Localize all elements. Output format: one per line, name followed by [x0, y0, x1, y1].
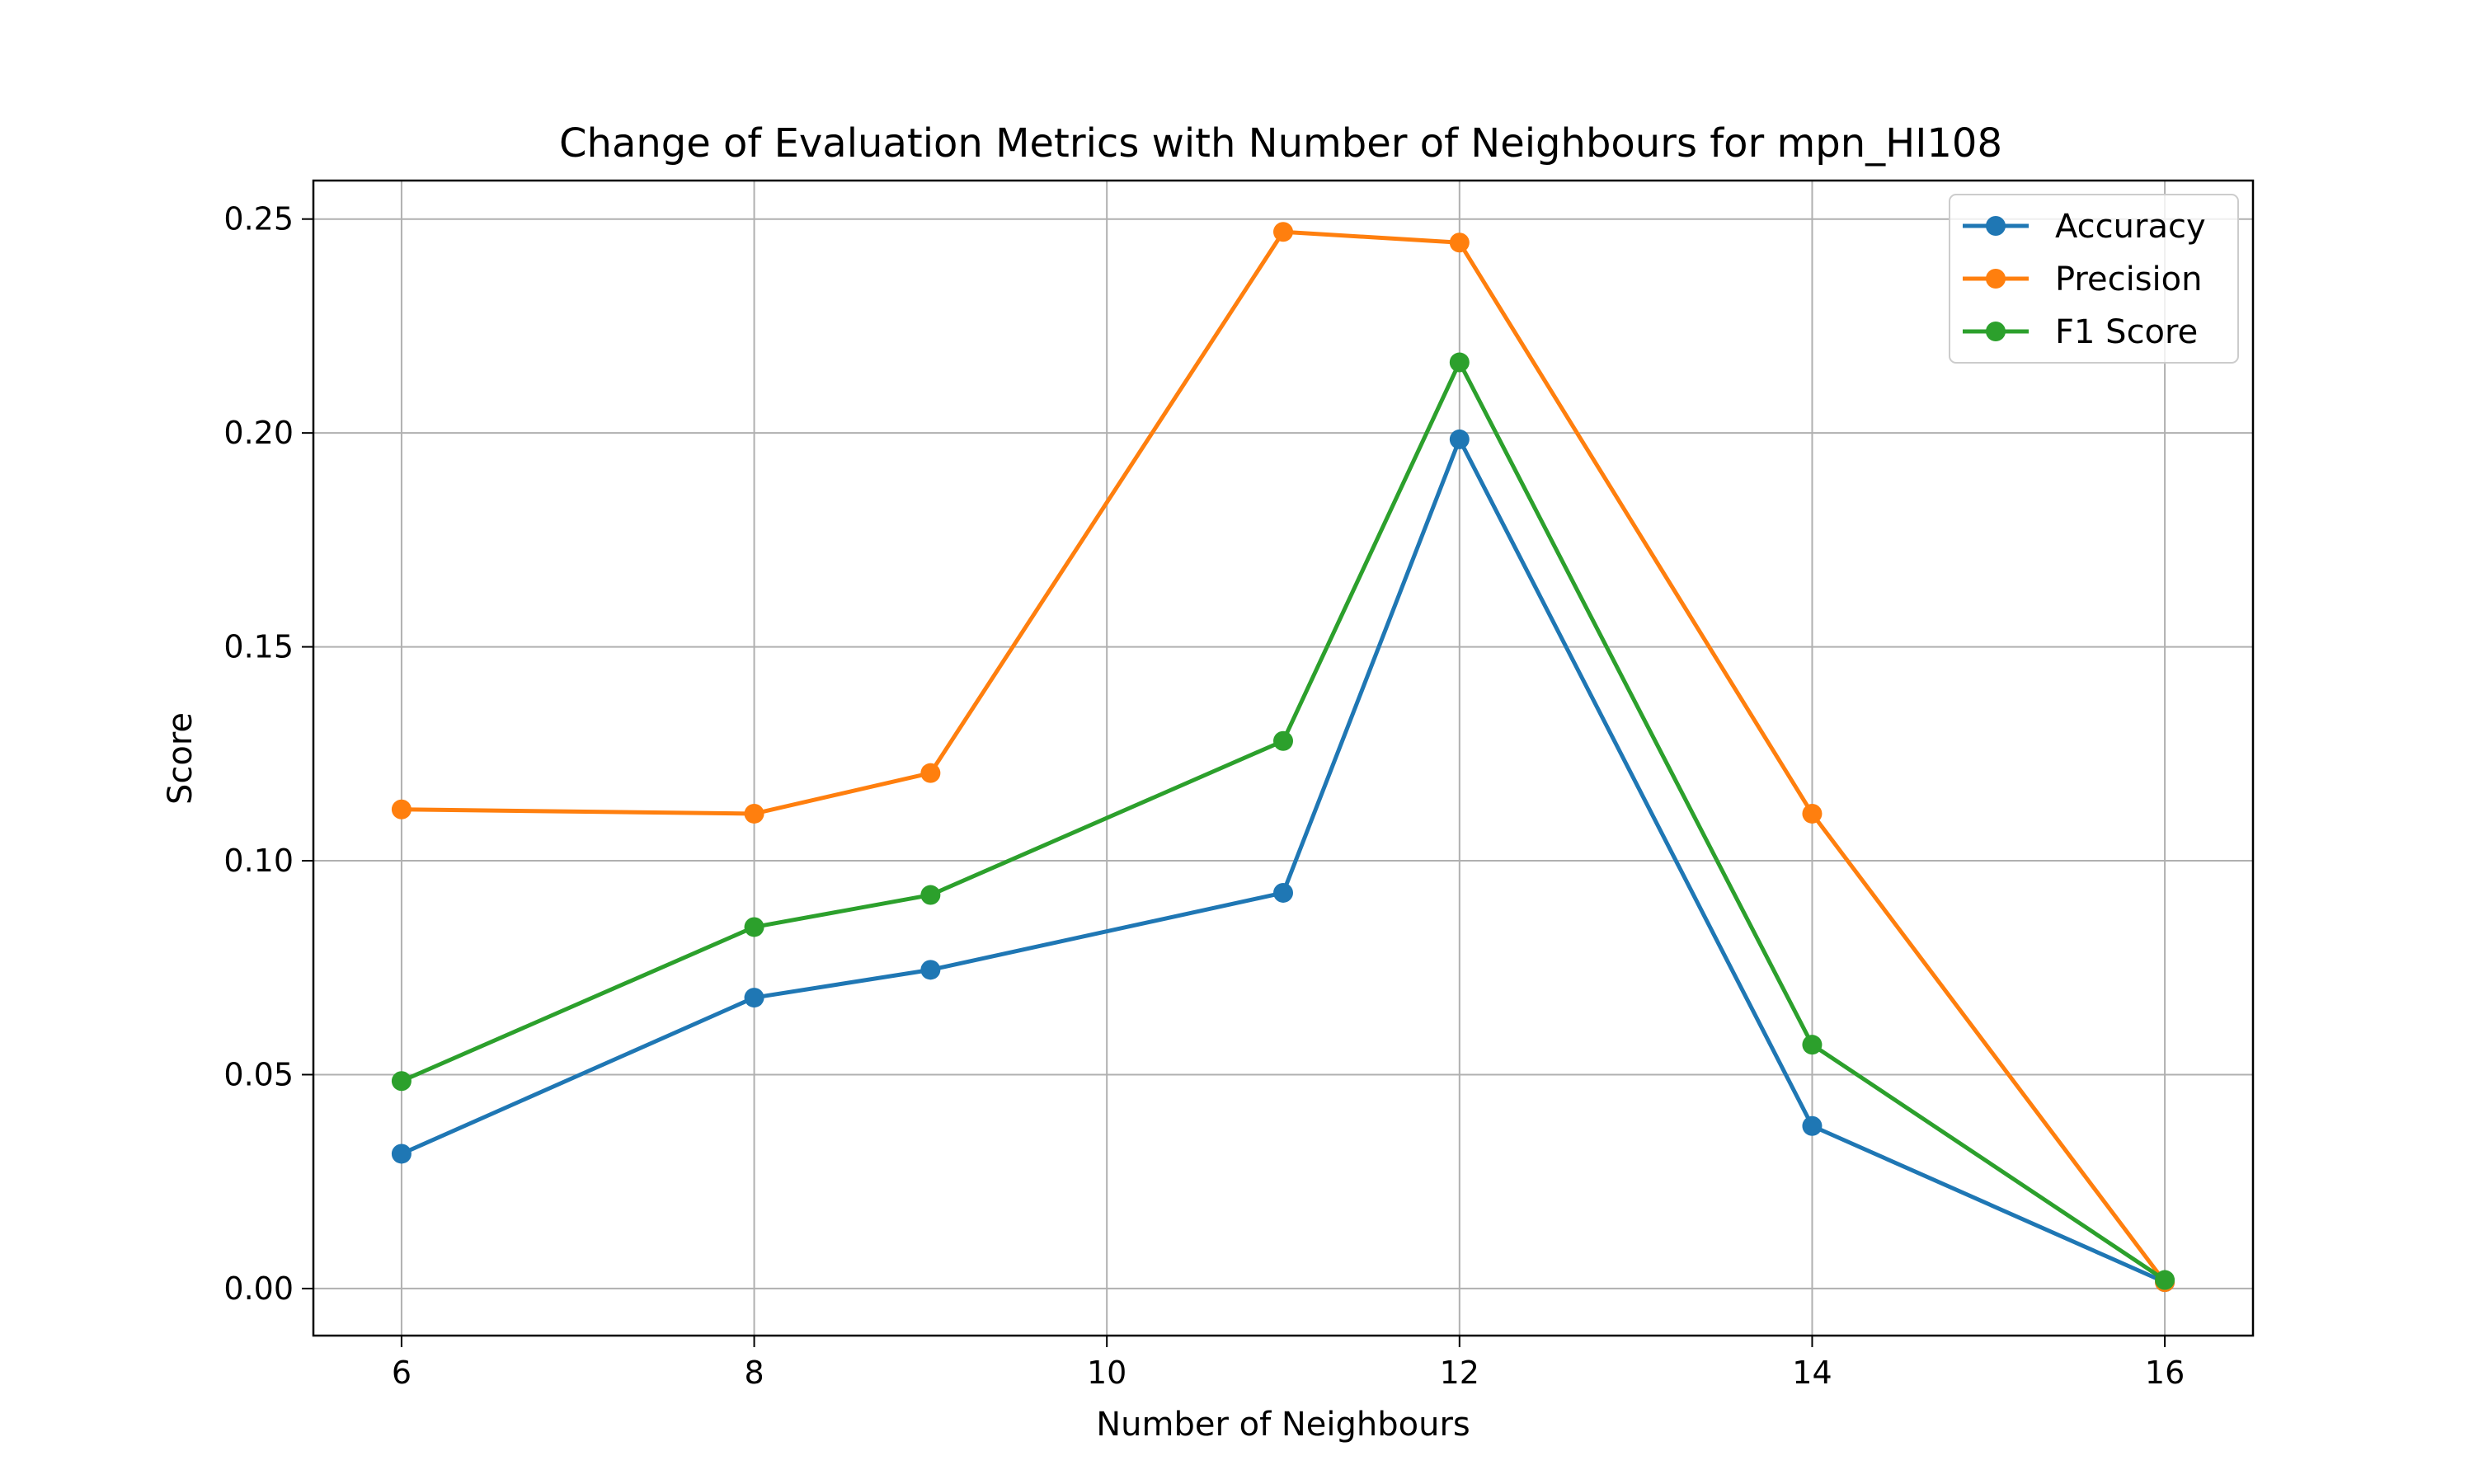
precision-point — [920, 763, 941, 783]
f1-score-point — [920, 885, 941, 905]
x-tick-label: 12 — [1440, 1355, 1479, 1391]
x-tick-label: 14 — [1792, 1355, 1832, 1391]
legend-label: F1 Score — [2055, 313, 2198, 351]
grid-lines — [313, 181, 2253, 1336]
f1-score-point — [1802, 1035, 1823, 1055]
f1-score-point — [744, 917, 764, 937]
legend-entry-accuracy: Accuracy — [1963, 208, 2206, 246]
x-axis-ticks: 6 8 10 12 14 16 — [392, 1336, 2185, 1391]
precision-point — [744, 803, 764, 824]
precision-point — [1449, 232, 1470, 253]
f1-score-point — [1449, 352, 1470, 373]
chart-title: Change of Evaluation Metrics with Number… — [559, 120, 2002, 167]
legend-swatch-marker — [1986, 216, 2006, 236]
x-tick-label: 8 — [744, 1355, 764, 1391]
x-axis-label: Number of Neighbours — [1096, 1406, 1470, 1444]
precision-point — [1273, 222, 1293, 242]
x-tick-label: 16 — [2145, 1355, 2185, 1391]
series-layer — [391, 222, 2175, 1293]
legend-entry-precision: Precision — [1963, 261, 2202, 298]
y-tick-label: 0.25 — [223, 201, 294, 237]
y-tick-label: 0.00 — [223, 1270, 294, 1307]
legend-label: Precision — [2055, 261, 2202, 298]
accuracy-point — [1802, 1115, 1823, 1136]
accuracy-point — [391, 1144, 412, 1164]
f1-score-point — [391, 1071, 412, 1092]
y-axis-ticks: 0.00 0.05 0.10 0.15 0.20 0.25 — [223, 201, 313, 1307]
accuracy-point — [1273, 882, 1293, 903]
legend-box — [1949, 194, 2239, 364]
x-tick-label: 10 — [1087, 1355, 1126, 1391]
series-f1-score — [391, 352, 2175, 1290]
accuracy-point — [1449, 429, 1470, 449]
legend-label: Accuracy — [2055, 208, 2206, 246]
accuracy-point — [744, 988, 764, 1008]
y-tick-label: 0.15 — [223, 629, 294, 665]
precision-point — [391, 799, 412, 819]
f1-score-point — [1273, 730, 1293, 751]
plot-frame — [312, 179, 2255, 1337]
y-tick-label: 0.05 — [223, 1056, 294, 1092]
legend-entry-f1-score: F1 Score — [1963, 313, 2198, 351]
y-axis-label: Score — [162, 712, 200, 805]
accuracy-point — [920, 960, 941, 980]
legend: Accuracy Precision F1 Score — [1949, 194, 2239, 364]
f1-score-point — [2155, 1270, 2175, 1290]
legend-swatch-marker — [1986, 269, 2006, 289]
x-tick-label: 6 — [392, 1355, 412, 1391]
legend-swatch-marker — [1986, 322, 2006, 341]
y-tick-label: 0.10 — [223, 843, 294, 879]
precision-point — [1802, 803, 1823, 824]
y-tick-label: 0.20 — [223, 415, 294, 451]
